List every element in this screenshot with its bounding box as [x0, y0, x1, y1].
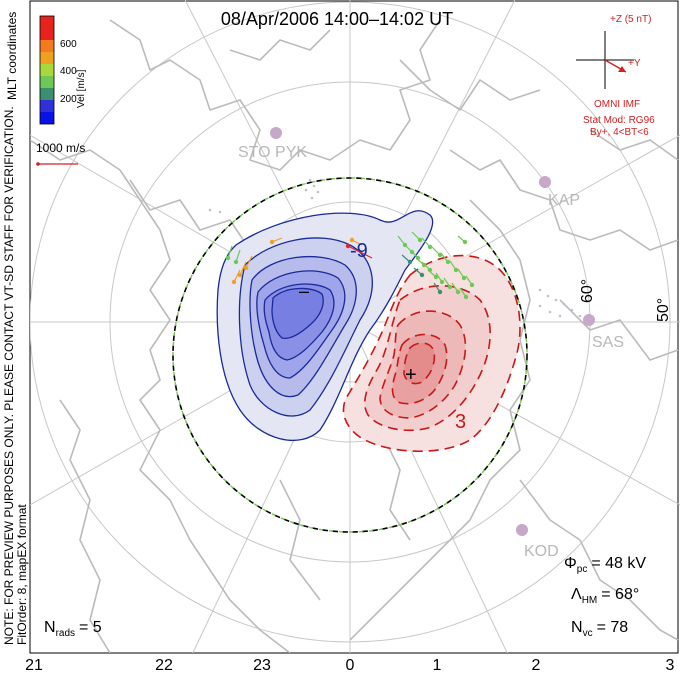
fit-order-label: FitOrder: 8, mapEX format — [15, 504, 29, 645]
mlt-label-21: 21 — [25, 657, 43, 674]
stat-lambda-hm: ΛHM = 68° — [571, 586, 639, 606]
colorbar-tick-600: 600 — [60, 39, 77, 50]
velocity-vectors — [225, 231, 475, 300]
imf-z-label: +Z (5 nT) — [610, 14, 651, 25]
mlt-label-23: 23 — [253, 657, 271, 674]
station-label-kap: KAP — [548, 192, 580, 209]
station-markers — [270, 127, 595, 536]
potential-maximum-marker: + — [405, 364, 417, 386]
colorbar-tick-200: 200 — [60, 94, 77, 105]
negative-potential-cell — [216, 210, 434, 442]
svg-text:Nvc= 78: Nvc = 78 — [571, 619, 628, 639]
imf-source: OMNI IMF — [594, 99, 640, 110]
mlt-label-22: 22 — [155, 657, 173, 674]
mlt-label-2: 2 — [532, 657, 541, 674]
svg-text:Nrads= 5: Nrads = 5 — [44, 619, 102, 639]
latitude-label-60: 60° — [579, 279, 596, 303]
station-label-kod: KOD — [524, 543, 559, 560]
coordinates-label: MLT coordinates — [5, 12, 19, 100]
stat-n-vc: Nvc = 78 — [571, 619, 628, 639]
mlt-label-0: 0 — [346, 657, 355, 674]
vector-scale-label: 1000 m/s — [36, 141, 85, 155]
potential-minimum-marker: – — [299, 281, 309, 301]
latitude-label-50: 50° — [655, 298, 672, 322]
mlt-axis-labels: 21 22 23 0 1 2 3 — [25, 657, 674, 674]
imf-y-label: +Y — [628, 58, 641, 69]
mlt-label-1: 1 — [433, 657, 442, 674]
station-label-sas: SAS — [592, 334, 624, 351]
hm-boundary-green — [172, 177, 528, 533]
velocity-colorbar — [39, 15, 55, 125]
svg-text:ΛHM= 68°: ΛHM = 68° — [571, 586, 639, 606]
imf-clock — [576, 31, 634, 89]
contour-label-positive: 3 — [455, 411, 466, 433]
colorbar-label: Vel [m/s] — [76, 69, 87, 108]
colorbar-tick-400: 400 — [60, 66, 77, 77]
vector-scale-origin — [36, 162, 40, 166]
svg-text:Φpc= 48 kV: Φpc = 48 kV — [564, 555, 646, 575]
imf-condition: By+, 4<BT<6 — [590, 127, 649, 138]
map-title: 08/Apr/2006 14:00–14:02 UT — [221, 9, 453, 29]
stat-phi-pc: Φpc = 48 kV — [564, 555, 646, 575]
stat-n-rads: Nrads = 5 — [44, 619, 102, 639]
contour-label-negative: -9 — [350, 240, 368, 262]
positive-potential-cell — [342, 254, 521, 452]
station-label-sto-pyk: STO PYK — [238, 144, 307, 161]
radar-fov-dots — [208, 178, 582, 318]
mlt-label-3: 3 — [666, 657, 675, 674]
coastlines — [30, 19, 679, 653]
preview-watermark: NOTE: FOR PREVIEW PURPOSES ONLY. PLEASE … — [2, 106, 16, 645]
imf-model: Stat Mod: RG96 — [583, 115, 655, 126]
